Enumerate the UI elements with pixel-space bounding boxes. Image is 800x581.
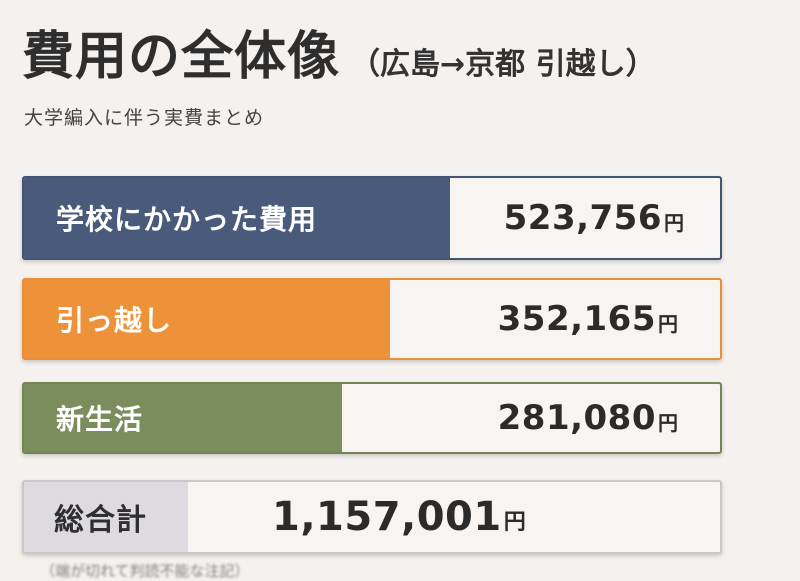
title-main: 費用の全体像: [22, 27, 341, 87]
currency-unit: 円: [658, 311, 678, 336]
page-title: 費用の全体像 （広島→京都 引越し）: [22, 14, 656, 89]
cost-amount: 523,756: [503, 198, 662, 238]
cost-row-new-life: 新生活 281,080 円: [22, 382, 722, 454]
cost-label: 学校にかかった費用: [24, 178, 450, 258]
title-route: （広島→京都 引越し）: [350, 47, 656, 82]
total-value: 1,157,001 円: [188, 482, 720, 552]
currency-unit: 円: [658, 410, 678, 435]
cost-amount: 352,165: [497, 299, 656, 339]
total-row: 総合計 1,157,001 円: [22, 480, 722, 554]
cost-label: 引っ越し: [24, 280, 390, 358]
footnote: （端が切れて判読不能な注記）: [40, 562, 250, 580]
currency-unit: 円: [664, 210, 684, 235]
page-subtitle: 大学編入に伴う実費まとめ: [24, 107, 265, 129]
cost-label: 新生活: [24, 384, 342, 452]
cost-value: 523,756 円: [450, 178, 720, 258]
cost-value: 281,080 円: [342, 384, 720, 452]
cost-value: 352,165 円: [390, 280, 720, 358]
cost-amount: 281,080: [497, 398, 656, 438]
currency-unit: 円: [503, 510, 526, 535]
cost-row-moving: 引っ越し 352,165 円: [22, 278, 722, 360]
cost-row-school: 学校にかかった費用 523,756 円: [22, 176, 722, 260]
total-label: 総合計: [24, 482, 188, 552]
total-amount: 1,157,001: [272, 494, 502, 540]
